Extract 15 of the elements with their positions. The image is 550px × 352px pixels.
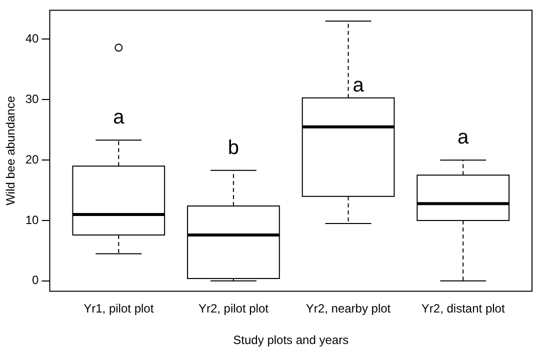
annotation: a bbox=[458, 126, 470, 149]
annotation: b bbox=[228, 136, 240, 159]
y-tick-label: 40 bbox=[25, 32, 40, 46]
y-axis-title: Wild bee abundance bbox=[4, 96, 18, 206]
y-tick-label: 0 bbox=[32, 273, 40, 288]
x-tick-label: Yr1, pilot plot bbox=[84, 302, 154, 316]
y-tick-label: 10 bbox=[25, 212, 40, 227]
y-tick-label: 20 bbox=[25, 152, 40, 166]
annotation: a bbox=[113, 106, 126, 129]
y-tick-label: 30 bbox=[25, 92, 40, 106]
x-tick-label: Yr2, nearby plot bbox=[306, 302, 392, 316]
x-axis-title: Study plots and years bbox=[233, 333, 349, 348]
x-tick-label: Yr2, pilot plot bbox=[198, 302, 270, 316]
x-tick-label: Yr2, distant plot bbox=[421, 302, 506, 316]
annotation: a bbox=[352, 74, 365, 96]
